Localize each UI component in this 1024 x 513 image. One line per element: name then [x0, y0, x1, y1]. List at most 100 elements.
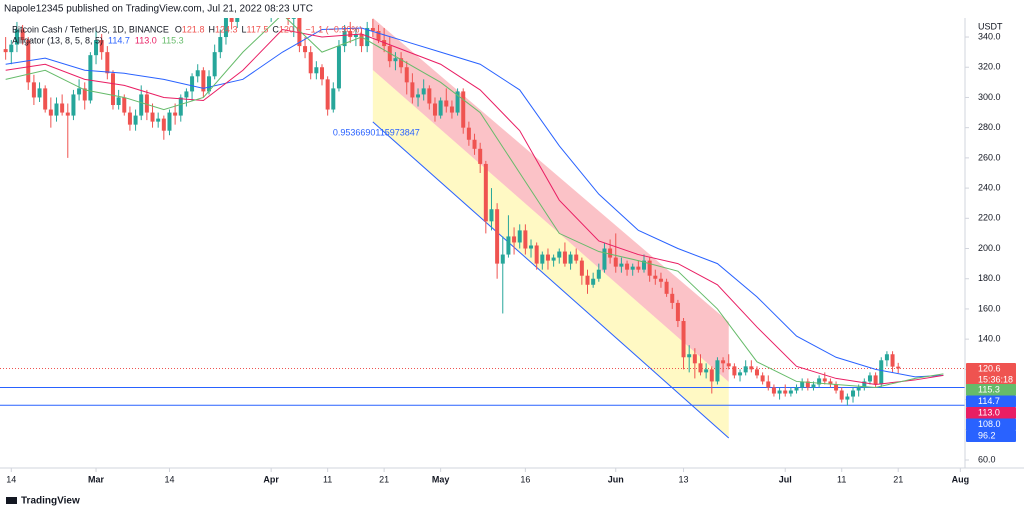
candle-body — [788, 390, 793, 394]
candle-body — [37, 88, 42, 98]
candle-body — [483, 163, 488, 222]
candle-body — [721, 360, 726, 364]
candle-body — [675, 302, 680, 322]
candle-body — [365, 27, 370, 47]
x-tick-label: Jun — [608, 474, 624, 484]
ohlc-label: C — [272, 24, 279, 34]
candle-body — [370, 27, 375, 31]
candle-body — [133, 115, 138, 125]
candle-body — [167, 112, 172, 131]
candle-body — [421, 88, 426, 95]
candle-body — [828, 381, 833, 385]
y-tick-label: 60.0 — [978, 454, 996, 464]
ohlc-label: H — [208, 24, 215, 34]
indicator-value: 115.3 — [162, 35, 184, 45]
candle-body — [376, 30, 381, 41]
y-tick-label: 240.0 — [978, 182, 1001, 192]
candle-body — [404, 67, 409, 83]
x-tick-label: Apr — [263, 474, 279, 484]
candle-body — [48, 109, 53, 116]
price-tag — [966, 363, 1016, 385]
candle-body — [523, 230, 528, 249]
price-tag-label: 96.2 — [978, 430, 996, 440]
candle-body — [139, 94, 144, 116]
candle-body — [60, 103, 65, 113]
candle-body — [771, 387, 776, 394]
candle-body — [161, 118, 166, 131]
ohlc-value: 124.3 — [215, 24, 238, 34]
candle-body — [336, 46, 341, 89]
candle-body — [794, 387, 799, 391]
price-tag-label: 120.6 — [978, 363, 1001, 373]
candle-body — [156, 118, 161, 122]
candle-body — [223, 18, 228, 38]
candle-body — [704, 369, 709, 373]
channel-line — [372, 121, 730, 439]
candle-body — [65, 112, 70, 116]
candle-body — [110, 73, 115, 106]
candle-body — [856, 387, 861, 391]
price-tag — [966, 384, 1016, 396]
candle-body — [399, 58, 404, 68]
x-tick-label: 16 — [520, 474, 530, 484]
x-tick-label: Jul — [779, 474, 792, 484]
candle-body — [698, 363, 703, 373]
candle-body — [71, 94, 76, 116]
candle-body — [444, 100, 449, 107]
candle-body — [3, 49, 8, 53]
plot-area: 0.9536690115973847 — [0, 18, 965, 439]
candle-body — [783, 390, 788, 394]
candle-body — [579, 260, 584, 276]
price-tag — [966, 395, 1016, 408]
candle-body — [630, 266, 635, 270]
candle-body — [867, 375, 872, 382]
candle-body — [619, 263, 624, 267]
countdown: 15:36:18 — [978, 374, 1013, 384]
candle-body — [88, 55, 93, 101]
candle-body — [14, 29, 19, 45]
x-tick-label: Aug — [952, 474, 970, 484]
candle-body — [449, 106, 454, 113]
candle-body — [822, 378, 827, 382]
candle-body — [749, 366, 754, 370]
ohlc-value: 120.6 — [279, 24, 302, 34]
candle-body — [596, 269, 601, 279]
price-tag-label: 108.0 — [978, 419, 1001, 429]
candle-body — [416, 94, 421, 98]
candle-body — [851, 390, 856, 397]
y-tick-label: 300.0 — [978, 92, 1001, 102]
candle-body — [879, 360, 884, 385]
candle-body — [195, 70, 200, 77]
candle-body — [834, 384, 839, 391]
y-tick-label: 320.0 — [978, 62, 1001, 72]
currency: USDT — [978, 21, 1003, 31]
indicator-value: 114.7 — [108, 35, 130, 45]
candle-body — [658, 278, 663, 282]
y-tick-label: 200.0 — [978, 243, 1001, 253]
candle-body — [500, 254, 505, 264]
candle-body — [709, 369, 714, 382]
candle-body — [116, 97, 121, 106]
candle-body — [150, 112, 155, 122]
candle-body — [681, 321, 686, 358]
brand: TradingView — [21, 496, 80, 507]
alligator-line — [5, 28, 944, 385]
candle-body — [207, 76, 212, 92]
candle-body — [687, 354, 692, 358]
alligator-line — [5, 27, 944, 378]
candle-body — [726, 363, 731, 367]
candle-body — [478, 148, 483, 164]
candle-body — [529, 245, 534, 249]
candle-body — [455, 91, 460, 113]
candle-body — [692, 354, 697, 364]
candle-body — [432, 103, 437, 116]
y-tick-label: 180.0 — [978, 273, 1001, 283]
candle-body — [325, 79, 330, 110]
x-tick-label: Mar — [88, 474, 105, 484]
candle-body — [534, 245, 539, 264]
x-tick-label: 13 — [679, 474, 689, 484]
candle-body — [890, 354, 895, 367]
symbol: Bitcoin Cash / TetherUS, 1D, BINANCE — [12, 24, 169, 34]
ohlc-label: L — [241, 24, 246, 34]
